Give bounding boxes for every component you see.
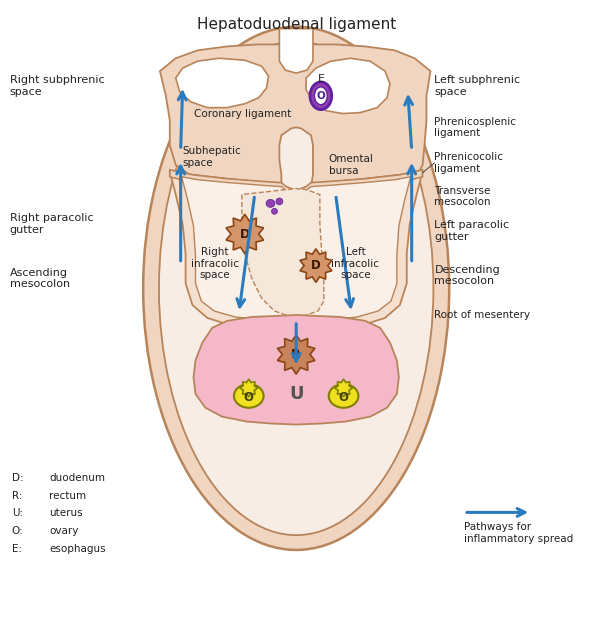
Ellipse shape xyxy=(329,384,358,408)
Polygon shape xyxy=(194,315,399,424)
Ellipse shape xyxy=(159,42,433,535)
Text: E: E xyxy=(319,74,325,84)
Ellipse shape xyxy=(310,82,332,110)
Text: Omental
bursa: Omental bursa xyxy=(329,154,374,176)
Polygon shape xyxy=(280,29,313,73)
Text: Left paracolic
gutter: Left paracolic gutter xyxy=(434,221,509,242)
Text: Phrenicosplenic
ligament: Phrenicosplenic ligament xyxy=(434,117,517,138)
Polygon shape xyxy=(335,379,352,397)
Text: O: O xyxy=(338,391,349,404)
Text: Hepatoduodenal ligament: Hepatoduodenal ligament xyxy=(197,17,396,32)
Text: Pathways for
inflammatory spread: Pathways for inflammatory spread xyxy=(464,522,573,544)
Polygon shape xyxy=(170,170,422,197)
Text: Left subphrenic
space: Left subphrenic space xyxy=(434,75,521,97)
Text: Subhepatic
space: Subhepatic space xyxy=(182,146,241,168)
Text: O:: O: xyxy=(12,526,23,536)
Polygon shape xyxy=(277,335,315,374)
Polygon shape xyxy=(300,249,332,282)
Text: Right paracolic
gutter: Right paracolic gutter xyxy=(10,213,94,235)
Text: esophagus: esophagus xyxy=(49,544,106,554)
Text: U:: U: xyxy=(12,508,23,518)
Ellipse shape xyxy=(266,199,275,207)
Text: U: U xyxy=(289,385,304,403)
Polygon shape xyxy=(182,177,410,322)
Ellipse shape xyxy=(314,87,327,105)
Polygon shape xyxy=(242,189,324,317)
Text: D:: D: xyxy=(12,473,23,483)
Polygon shape xyxy=(226,214,263,254)
Polygon shape xyxy=(160,44,430,188)
Text: R:: R: xyxy=(12,491,22,501)
Text: Ascending
mesocolon: Ascending mesocolon xyxy=(10,268,70,289)
Text: Left
infracolic
space: Left infracolic space xyxy=(331,247,379,280)
Text: uterus: uterus xyxy=(49,508,83,518)
Text: R: R xyxy=(292,348,301,361)
Ellipse shape xyxy=(271,208,277,214)
Text: D: D xyxy=(240,227,250,240)
Ellipse shape xyxy=(276,198,283,205)
Text: Descending
mesocolon: Descending mesocolon xyxy=(434,265,500,286)
Text: Phrenicocolic
ligament: Phrenicocolic ligament xyxy=(434,152,503,174)
Polygon shape xyxy=(170,172,422,330)
Polygon shape xyxy=(240,379,257,397)
Polygon shape xyxy=(176,59,269,108)
Polygon shape xyxy=(306,59,390,113)
Text: rectum: rectum xyxy=(49,491,86,501)
Text: O: O xyxy=(316,91,325,101)
Text: Root of mesentery: Root of mesentery xyxy=(434,310,530,320)
Text: Right
infracolic
space: Right infracolic space xyxy=(191,247,239,280)
Text: Coronary ligament: Coronary ligament xyxy=(194,108,291,118)
Text: duodenum: duodenum xyxy=(49,473,106,483)
Text: D: D xyxy=(311,259,321,272)
Ellipse shape xyxy=(143,27,449,550)
Text: ovary: ovary xyxy=(49,526,79,536)
Text: O: O xyxy=(244,391,254,404)
Text: Right subphrenic
space: Right subphrenic space xyxy=(10,75,104,97)
Text: E:: E: xyxy=(12,544,22,554)
Text: Transverse
mesocolon: Transverse mesocolon xyxy=(434,186,491,207)
Ellipse shape xyxy=(234,384,263,408)
Polygon shape xyxy=(281,316,311,374)
